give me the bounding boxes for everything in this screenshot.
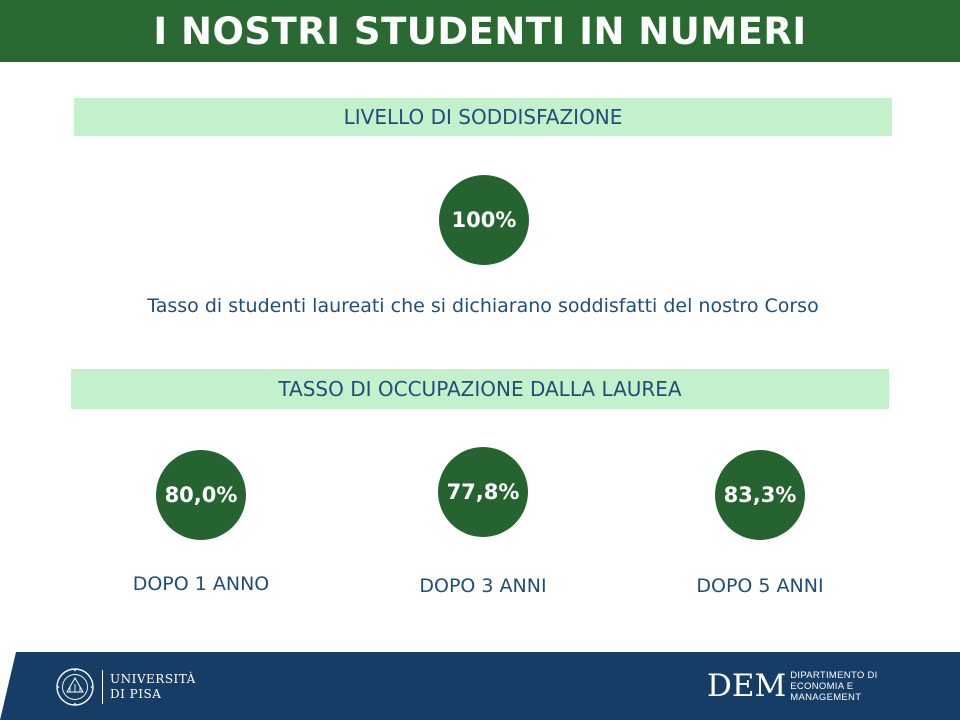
logo-divider	[102, 670, 103, 704]
university-name: UNIVERSITÀ DI PISA	[110, 672, 196, 702]
university-logo: UNIVERSITÀ DI PISA	[55, 665, 196, 709]
satisfaction-value-circle: 100%	[439, 175, 529, 265]
university-seal-icon	[56, 668, 94, 706]
department-name-line2: ECONOMIA E	[790, 680, 854, 692]
stat-label-5-years: DOPO 5 ANNI	[696, 575, 824, 597]
satisfaction-value: 100%	[451, 208, 517, 232]
stat-value: 77,8%	[446, 480, 520, 504]
department-logo: DEM DIPARTIMENTO DI ECONOMIA E MANAGEMEN…	[707, 668, 878, 704]
stat-value: 83,3%	[723, 483, 797, 507]
satisfaction-description: Tasso di studenti laureati che si dichia…	[147, 295, 819, 317]
department-abbr: DEM	[707, 668, 787, 704]
stat-circle-3-years: 77,8%	[438, 447, 528, 537]
stat-circle-1-year: 80,0%	[156, 450, 246, 540]
stat-circle-5-years: 83,3%	[715, 450, 805, 540]
stat-value: 80,0%	[164, 483, 238, 507]
stat-label-3-years: DOPO 3 ANNI	[419, 575, 547, 597]
employment-heading: TASSO DI OCCUPAZIONE DALLA LAUREA	[71, 369, 889, 409]
footer-bar	[0, 652, 960, 720]
satisfaction-heading: LIVELLO DI SODDISFAZIONE	[74, 98, 892, 136]
department-name-line1: DIPARTIMENTO DI	[790, 669, 878, 681]
page-title: I NOSTRI STUDENTI IN NUMERI	[153, 9, 807, 53]
header-bar: I NOSTRI STUDENTI IN NUMERI	[0, 0, 960, 62]
university-name-line2: DI PISA	[110, 687, 162, 701]
stat-label-1-year: DOPO 1 ANNO	[132, 573, 270, 595]
department-name-line3: MANAGEMENT	[790, 691, 862, 703]
department-name: DIPARTIMENTO DI ECONOMIA E MANAGEMENT	[790, 670, 877, 703]
university-name-line1: UNIVERSITÀ	[110, 672, 196, 686]
